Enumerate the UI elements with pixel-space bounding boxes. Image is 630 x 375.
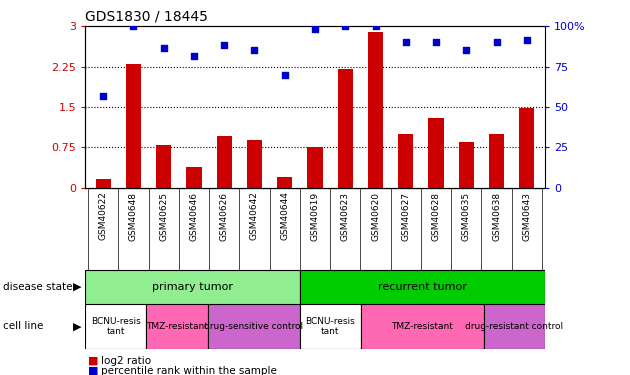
Text: GSM40627: GSM40627 <box>401 192 410 241</box>
Text: GSM40644: GSM40644 <box>280 192 289 240</box>
Point <box>159 45 169 51</box>
Bar <box>368 32 383 188</box>
Point <box>491 39 501 45</box>
Text: TMZ-resistant: TMZ-resistant <box>146 322 208 331</box>
Text: percentile rank within the sample: percentile rank within the sample <box>101 366 277 375</box>
Text: BCNU-resis
tant: BCNU-resis tant <box>306 316 355 336</box>
Bar <box>186 167 202 188</box>
Text: GSM40648: GSM40648 <box>129 192 138 241</box>
Text: primary tumor: primary tumor <box>152 282 233 292</box>
Text: BCNU-resis
tant: BCNU-resis tant <box>91 316 140 336</box>
Bar <box>300 270 545 304</box>
Text: TMZ-resistant: TMZ-resistant <box>391 322 453 331</box>
Bar <box>85 270 300 304</box>
Text: ■: ■ <box>88 366 99 375</box>
Text: ▶: ▶ <box>74 321 82 331</box>
Bar <box>307 147 323 188</box>
Point <box>280 72 290 78</box>
Bar <box>156 144 171 188</box>
Text: ■: ■ <box>88 356 99 366</box>
Bar <box>126 64 141 188</box>
Text: log2 ratio: log2 ratio <box>101 356 151 366</box>
Point <box>98 93 108 99</box>
Text: GSM40646: GSM40646 <box>190 192 198 241</box>
Bar <box>146 304 208 349</box>
Text: GSM40619: GSM40619 <box>311 192 319 241</box>
Text: GSM40622: GSM40622 <box>99 192 108 240</box>
Bar <box>85 304 146 349</box>
Text: recurrent tumor: recurrent tumor <box>378 282 467 292</box>
Point <box>431 39 441 45</box>
Point <box>401 39 411 45</box>
Bar <box>398 134 413 188</box>
Bar <box>217 136 232 188</box>
Point <box>522 37 532 43</box>
Text: GSM40635: GSM40635 <box>462 192 471 241</box>
Bar <box>519 108 534 188</box>
Point <box>249 48 260 54</box>
Bar <box>428 118 444 188</box>
Text: GSM40626: GSM40626 <box>220 192 229 241</box>
Bar <box>96 180 111 188</box>
Bar <box>489 134 504 188</box>
Point <box>189 53 199 59</box>
Text: GSM40623: GSM40623 <box>341 192 350 241</box>
Text: GSM40643: GSM40643 <box>522 192 531 241</box>
Point <box>310 26 320 32</box>
Text: ▶: ▶ <box>74 282 82 292</box>
Text: GSM40628: GSM40628 <box>432 192 440 241</box>
Bar <box>338 69 353 188</box>
Text: cell line: cell line <box>3 321 43 331</box>
Bar <box>247 140 262 188</box>
Bar <box>277 177 292 188</box>
Text: GSM40625: GSM40625 <box>159 192 168 241</box>
Text: drug-resistant control: drug-resistant control <box>465 322 563 331</box>
Point <box>370 23 381 29</box>
Bar <box>459 142 474 188</box>
Bar <box>300 304 361 349</box>
Text: GSM40642: GSM40642 <box>250 192 259 240</box>
Point <box>340 23 350 29</box>
Point <box>219 42 229 48</box>
Bar <box>361 304 484 349</box>
Bar <box>484 304 545 349</box>
Text: disease state: disease state <box>3 282 72 292</box>
Point <box>461 48 471 54</box>
Bar <box>208 304 300 349</box>
Text: GSM40620: GSM40620 <box>371 192 380 241</box>
Text: GSM40638: GSM40638 <box>492 192 501 241</box>
Text: GDS1830 / 18445: GDS1830 / 18445 <box>85 10 208 24</box>
Text: drug-sensitive control: drug-sensitive control <box>204 322 303 331</box>
Point <box>129 23 139 29</box>
